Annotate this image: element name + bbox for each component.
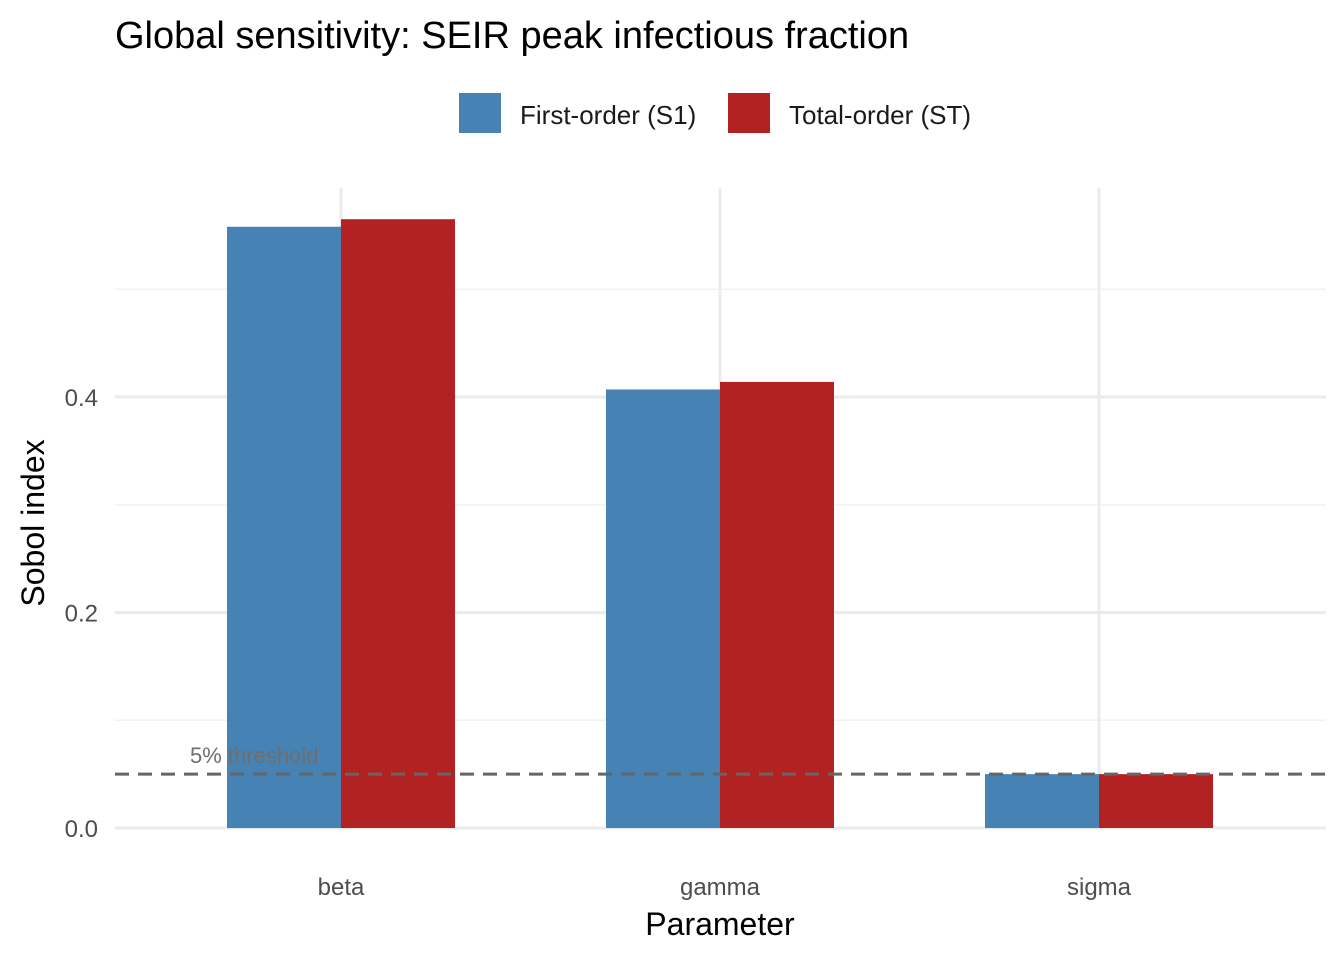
legend-label-first-order: First-order (S1) [520,100,696,130]
x-tick-label-beta: beta [318,874,365,901]
y-tick-label: 0.2 [65,601,98,628]
bar-beta-s1 [227,226,341,828]
legend-swatch-total-order [728,93,770,133]
legend: First-order (S1) Total-order (ST) [459,93,971,133]
x-axis-title: Parameter [645,906,795,942]
threshold-group: 5% threshold [115,743,1326,776]
x-tick-label-gamma: gamma [680,874,761,901]
legend-swatch-first-order [459,93,501,133]
bar-beta-st [341,219,455,828]
y-axis-title: Sobol index [15,439,51,606]
x-tick-labels: beta gamma sigma [318,874,1132,901]
bar-gamma-st [720,381,834,828]
bar-sigma-s1 [985,774,1099,828]
threshold-label: 5% threshold [190,743,318,768]
bar-sigma-st [1099,774,1213,828]
legend-label-total-order: Total-order (ST) [789,100,971,130]
y-tick-labels: 0.0 0.2 0.4 [65,385,98,843]
chart-title: Global sensitivity: SEIR peak infectious… [115,15,909,57]
bars [227,219,1213,828]
x-tick-label-sigma: sigma [1067,874,1132,901]
y-tick-label: 0.0 [65,816,98,843]
y-tick-label: 0.4 [65,385,98,412]
bar-gamma-s1 [606,389,720,828]
